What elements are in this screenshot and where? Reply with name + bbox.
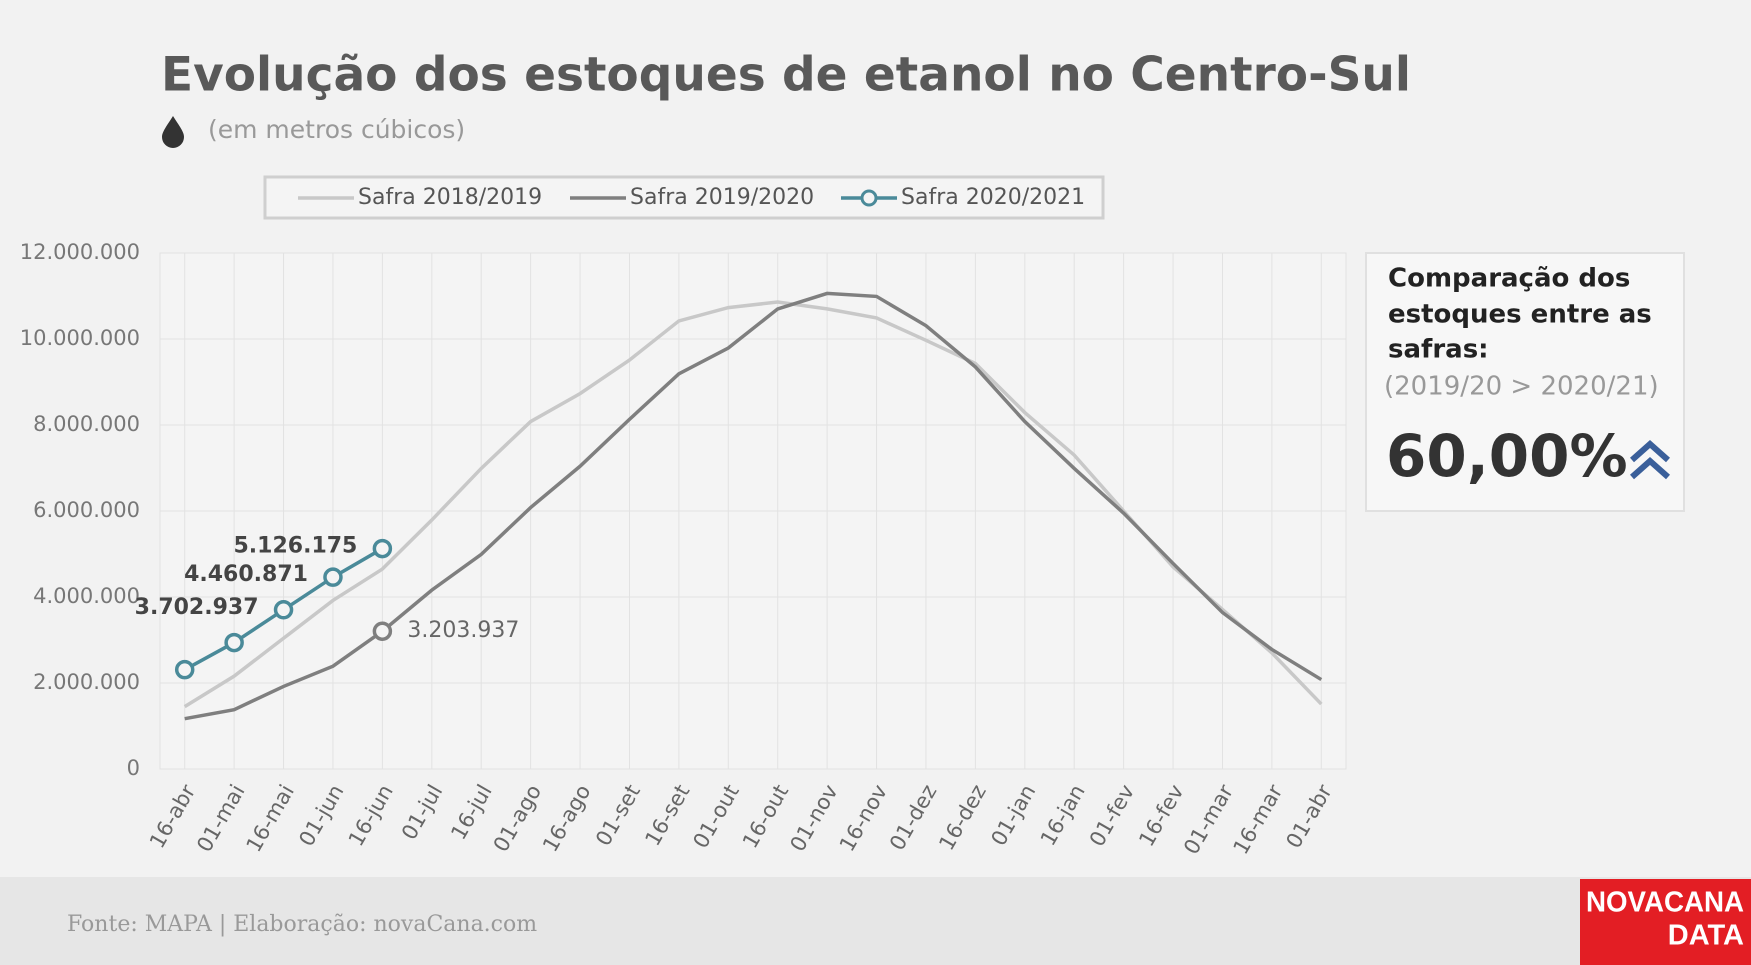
data-label: 3.702.937 <box>135 595 259 620</box>
logo <box>1580 879 1751 965</box>
legend-label: Safra 2020/2021 <box>901 185 1085 210</box>
comparison-heading: Comparação dos <box>1388 264 1630 294</box>
legend-marker <box>860 189 878 207</box>
logo-text: NOVACANA <box>1586 887 1744 919</box>
comparison-heading: estoques entre as <box>1388 300 1652 330</box>
y-tick-label: 12.000.000 <box>20 240 140 264</box>
marker <box>323 567 343 587</box>
logo-text: DATA <box>1668 920 1744 952</box>
marker <box>372 538 393 559</box>
y-tick-label: 6.000.000 <box>33 498 140 522</box>
chart-title: Evolução dos estoques de etanol no Centr… <box>161 48 1411 103</box>
legend-label: Safra 2019/2020 <box>630 185 814 210</box>
marker <box>224 632 244 653</box>
marker <box>273 600 294 620</box>
legend-box <box>263 175 1105 220</box>
series-line <box>184 291 1323 721</box>
marker <box>372 621 393 641</box>
y-tick-label: 4.000.000 <box>33 584 140 608</box>
data-label: 4.460.871 <box>184 562 308 587</box>
legend-label: Safra 2018/2019 <box>358 185 542 210</box>
y-tick-label: 10.000.000 <box>20 326 140 350</box>
data-label: 5.126.175 <box>234 534 358 559</box>
footer-band <box>0 877 1751 965</box>
y-tick-label: 8.000.000 <box>33 412 140 436</box>
comparison-value: 60,00% <box>1386 422 1628 490</box>
comparison-box <box>1365 252 1685 512</box>
footer-source: Fonte: MAPA | Elaboração: novaCana.com <box>67 912 537 937</box>
drop-icon <box>162 116 184 148</box>
comparison-heading: safras: <box>1388 335 1489 365</box>
marker <box>174 659 195 680</box>
y-tick-label: 2.000.000 <box>33 670 140 694</box>
y-tick-label: 0 <box>127 756 140 780</box>
comparison-note: (2019/20 > 2020/21) <box>1384 372 1659 402</box>
data-label: 3.203.937 <box>407 618 519 643</box>
chart-subtitle: (em metros cúbicos) <box>208 115 465 144</box>
up-chevron <box>1630 439 1670 480</box>
